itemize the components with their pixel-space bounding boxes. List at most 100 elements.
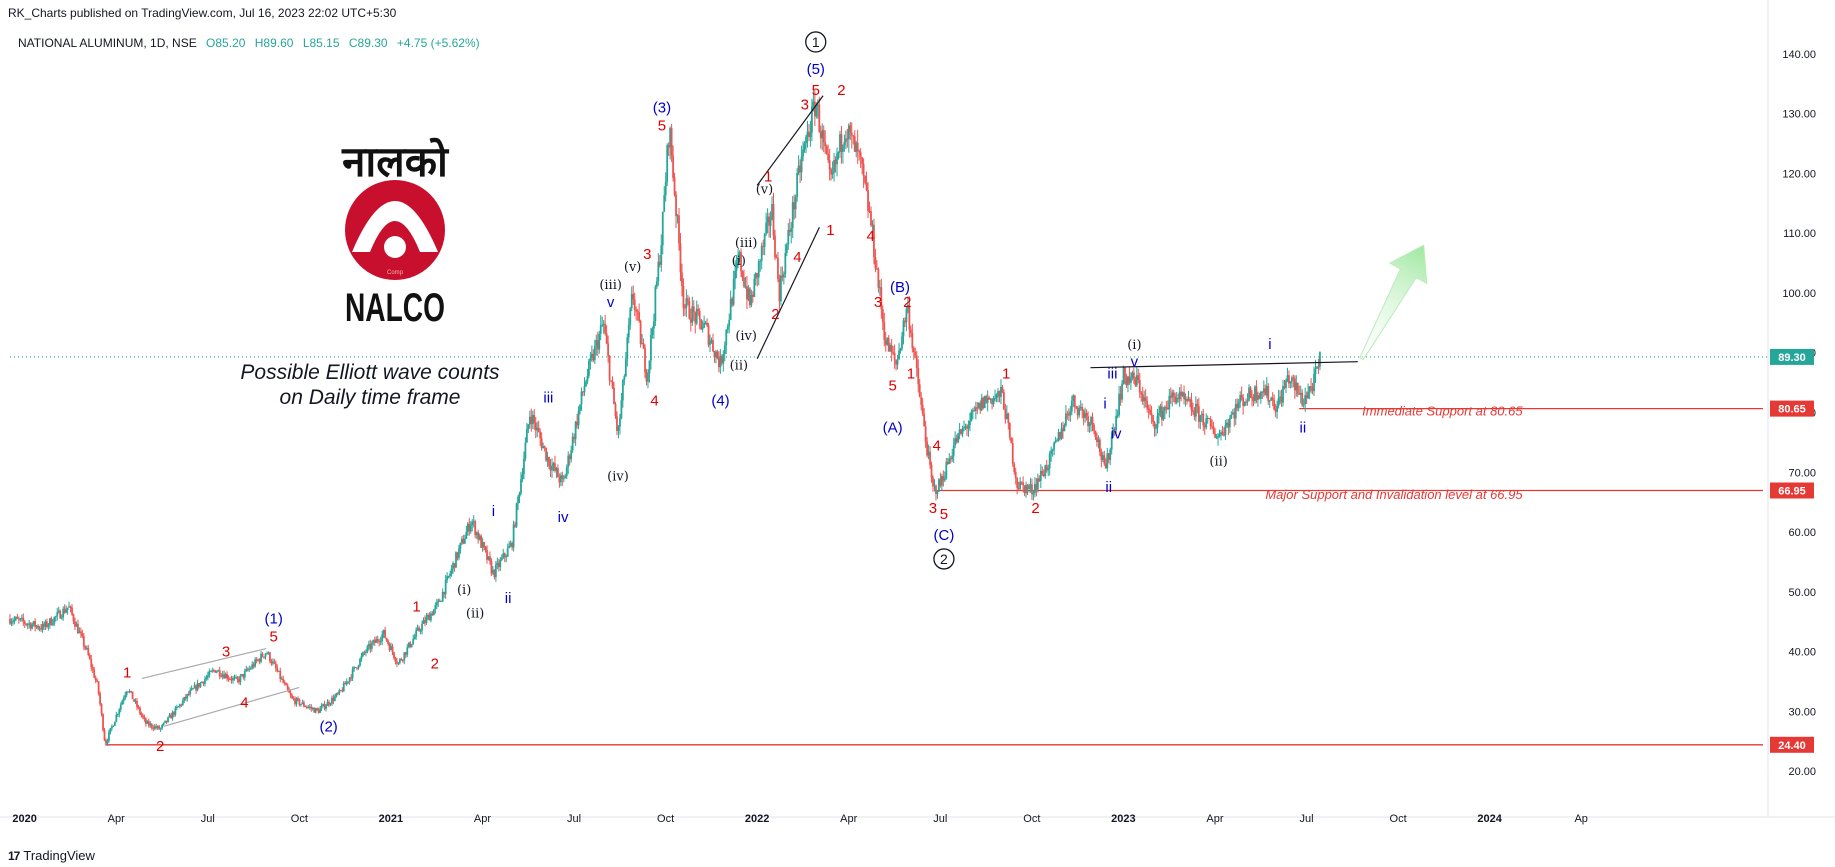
- candle-body: [545, 447, 547, 461]
- candle-body: [336, 693, 339, 695]
- candle-body: [904, 320, 906, 323]
- candle-body: [232, 677, 234, 681]
- wave-circle-icon: [933, 548, 955, 570]
- trendlines[interactable]: [141, 95, 1358, 727]
- candle-body: [143, 717, 146, 719]
- tradingview-brand: TradingView: [23, 848, 95, 863]
- candle-body: [71, 607, 73, 615]
- wave-label: i: [1268, 336, 1271, 353]
- candle-body: [103, 730, 106, 741]
- candle-body: [669, 127, 672, 148]
- candle-body: [691, 306, 694, 323]
- candle-body: [1150, 413, 1153, 416]
- candle-body: [658, 261, 661, 265]
- tradingview-footer[interactable]: 17 TradingView: [8, 848, 95, 863]
- candle-body: [173, 712, 175, 715]
- candle-body: [822, 130, 825, 143]
- candle-body: [1017, 487, 1020, 489]
- candle-body: [1285, 380, 1287, 388]
- candle-body: [847, 125, 850, 140]
- candle-body: [400, 659, 403, 661]
- wave-label: 5: [940, 506, 948, 523]
- candle-body: [1144, 397, 1147, 401]
- candle-body: [153, 726, 156, 729]
- candle-body: [991, 398, 993, 405]
- price-axis[interactable]: 20.0030.0040.0050.0060.0070.0080.0090.00…: [1770, 49, 1816, 778]
- candle-body: [608, 356, 611, 381]
- candle-body: [10, 621, 13, 624]
- candle-body: [556, 468, 559, 478]
- candle-body: [1140, 392, 1143, 395]
- candle-body: [297, 698, 299, 700]
- candle-body: [827, 153, 830, 161]
- candle-body: [930, 464, 933, 478]
- candle-body: [865, 182, 868, 191]
- candle-body: [478, 535, 481, 540]
- candle-body: [738, 252, 741, 259]
- candle-body: [537, 427, 540, 432]
- candle-body: [37, 625, 39, 629]
- candle-body: [285, 683, 288, 686]
- candle-body: [338, 690, 341, 694]
- candle-body: [480, 535, 483, 548]
- candle-body: [610, 380, 612, 382]
- candle-body: [517, 497, 519, 504]
- candle-body: [56, 612, 59, 617]
- candle-body: [684, 307, 686, 309]
- candle-body: [624, 358, 627, 377]
- candle-body: [877, 269, 880, 288]
- candle-body: [415, 630, 418, 637]
- candle-body: [1211, 426, 1214, 428]
- candle-body: [75, 623, 78, 627]
- candle-body: [788, 230, 791, 232]
- candle-body: [1261, 391, 1264, 393]
- candle-body: [768, 216, 770, 226]
- candle-body: [142, 715, 144, 718]
- candle-body: [295, 698, 298, 705]
- candle-body: [830, 169, 833, 175]
- candle-body: [775, 257, 778, 259]
- candle-body: [582, 391, 584, 393]
- candle-body: [490, 561, 493, 574]
- candle-body: [212, 670, 215, 672]
- candle-body: [472, 521, 475, 523]
- candle-body: [660, 245, 663, 265]
- candle-body: [586, 375, 589, 382]
- candle-body: [1200, 413, 1203, 416]
- candle-body: [261, 653, 264, 657]
- candle-body: [731, 298, 734, 305]
- support-label: Major Support and Invalidation level at …: [1265, 487, 1523, 502]
- candle-body: [533, 414, 536, 423]
- candle-body: [105, 740, 107, 744]
- candle-body: [664, 181, 667, 196]
- candle-body: [868, 210, 871, 212]
- candle-body: [1236, 404, 1239, 409]
- candle-body: [115, 714, 118, 722]
- candle-body: [331, 697, 333, 704]
- wave-label: 4: [240, 694, 248, 711]
- candle-body: [1209, 418, 1212, 427]
- candle-body: [686, 298, 689, 302]
- candle-body: [209, 671, 212, 673]
- candle-body: [574, 421, 577, 440]
- candle-body: [552, 463, 555, 466]
- candle-body: [1053, 442, 1056, 450]
- candle-body: [9, 618, 11, 624]
- candle-body: [375, 639, 378, 643]
- candle-body: [1004, 409, 1007, 420]
- candle-body: [1147, 408, 1150, 411]
- y-tick-label: 70.00: [1788, 467, 1816, 479]
- logo-arch-shape: [352, 201, 438, 252]
- candle-body: [452, 563, 454, 569]
- candle-body: [403, 652, 406, 661]
- candle-body: [44, 621, 47, 627]
- candle-body: [681, 272, 683, 286]
- candle-body: [325, 705, 327, 709]
- candle-body: [240, 674, 243, 676]
- candle-body: [93, 669, 96, 678]
- time-axis[interactable]: 2020 Apr Jul Oct 2021 Apr Jul Oct 2022 Apr Jul Oct 2…: [12, 813, 1588, 825]
- candle-body: [809, 132, 812, 137]
- candle-body: [679, 243, 682, 273]
- candle-body: [1240, 395, 1243, 398]
